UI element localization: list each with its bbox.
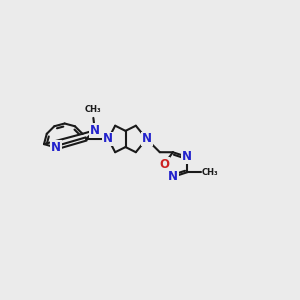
Text: N: N (168, 170, 178, 183)
Text: CH₃: CH₃ (85, 105, 102, 114)
Text: O: O (159, 158, 169, 171)
Text: N: N (103, 133, 113, 146)
Text: CH₃: CH₃ (201, 168, 218, 177)
Text: N: N (90, 124, 100, 137)
Text: N: N (182, 151, 192, 164)
Text: N: N (51, 141, 62, 154)
Text: N: N (142, 133, 152, 146)
